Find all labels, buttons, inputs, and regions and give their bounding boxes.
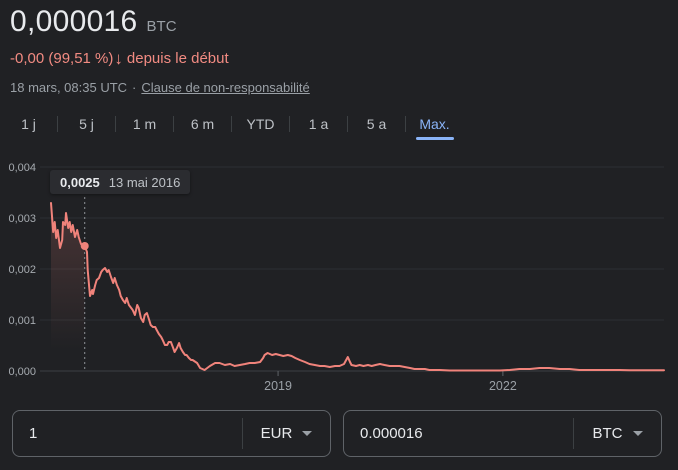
tab-1a[interactable]: 1 a [290, 108, 347, 140]
currency-converter: EUR BTC [12, 410, 662, 457]
converter-to-box: BTC [343, 410, 662, 457]
tab-divider [289, 116, 290, 132]
tab-label: YTD [246, 116, 275, 132]
x-axis-label: 2022 [489, 379, 517, 393]
hover-point-dot [80, 241, 89, 250]
from-currency-select[interactable]: EUR [242, 418, 330, 449]
tab-label: 6 m [190, 116, 215, 132]
tab-divider [231, 116, 232, 132]
price-change: -0,00 (99,51 %) [10, 50, 114, 67]
y-axis-label: 0,003 [8, 213, 36, 225]
tab-divider [173, 116, 174, 132]
tab-label: 1 m [132, 116, 157, 132]
tab-label: 1 a [308, 116, 329, 132]
from-amount-input[interactable] [13, 411, 242, 456]
to-currency-label: BTC [592, 425, 623, 442]
tab-divider [115, 116, 116, 132]
x-axis-label: 2019 [264, 379, 292, 393]
disclaimer-link[interactable]: Clause de non-responsabilité [141, 80, 310, 95]
price-line [50, 202, 665, 372]
chevron-down-icon [632, 431, 643, 436]
tooltip-date: 13 mai 2016 [108, 174, 181, 190]
from-currency-label: EUR [260, 425, 293, 442]
tab-5j[interactable]: 5 j [58, 108, 115, 140]
price-change-row: -0,00 (99,51 %) ↓ depuis le début [10, 50, 229, 67]
tooltip-value: 0,0025 [60, 174, 100, 190]
y-axis-label: 0,000 [8, 366, 36, 378]
chevron-down-icon [302, 431, 313, 436]
time-range-tabs: 1 j 5 j 1 m 6 m YTD 1 a 5 a Max. [0, 108, 463, 140]
tab-max[interactable]: Max. [406, 108, 463, 140]
arrow-down-icon: ↓ [114, 49, 123, 68]
tab-1j[interactable]: 1 j [0, 108, 57, 140]
price-header: 0,000016 BTC [10, 5, 177, 39]
to-currency-select[interactable]: BTC [573, 418, 661, 449]
meta-row: 18 mars, 08:35 UTC · Clause de non-respo… [10, 80, 310, 95]
y-axis-label: 0,004 [8, 162, 36, 174]
current-price: 0,000016 [10, 5, 138, 38]
tab-6m[interactable]: 6 m [174, 108, 231, 140]
tab-label: 5 j [79, 116, 94, 132]
quote-timestamp: 18 mars, 08:35 UTC [10, 80, 128, 95]
tab-label: Max. [419, 116, 450, 132]
y-axis-label: 0,002 [8, 264, 36, 276]
tab-divider [57, 116, 58, 132]
tab-divider [347, 116, 348, 132]
tab-ytd[interactable]: YTD [232, 108, 289, 140]
to-amount-input[interactable] [344, 411, 573, 456]
change-period-label: depuis le début [126, 50, 229, 67]
tab-1m[interactable]: 1 m [116, 108, 173, 140]
price-unit: BTC [146, 18, 177, 35]
chart-tooltip: 0,0025 13 mai 2016 [50, 170, 191, 194]
y-axis-label: 0,001 [8, 315, 36, 327]
meta-separator: · [132, 80, 137, 95]
tab-label: 5 a [366, 116, 387, 132]
tab-5a[interactable]: 5 a [348, 108, 405, 140]
converter-from-box: EUR [12, 410, 331, 457]
tab-label: 1 j [21, 116, 36, 132]
